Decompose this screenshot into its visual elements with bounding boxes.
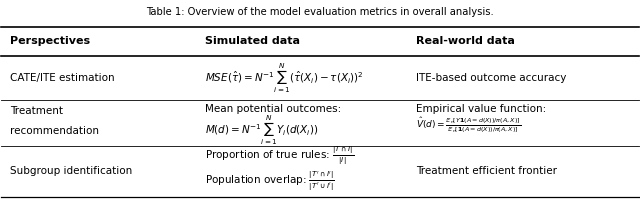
Text: $MSE(\hat{\tau}) = N^{-1}\sum_{i=1}^{N}(\hat{\tau}(X_i) - \tau(X_i))^2$: $MSE(\hat{\tau}) = N^{-1}\sum_{i=1}^{N}(… <box>205 62 364 95</box>
Text: Mean potential outcomes:: Mean potential outcomes: <box>205 104 341 114</box>
Text: CATE/ITE estimation: CATE/ITE estimation <box>10 73 115 83</box>
Text: Subgroup identification: Subgroup identification <box>10 166 132 176</box>
Text: Table 1: Overview of the model evaluation metrics in overall analysis.: Table 1: Overview of the model evaluatio… <box>146 7 494 17</box>
Text: Simulated data: Simulated data <box>205 36 300 46</box>
Text: ITE-based outcome accuracy: ITE-based outcome accuracy <box>416 73 566 83</box>
Text: Treatment efficient frontier: Treatment efficient frontier <box>416 166 557 176</box>
Text: $M(d) = N^{-1}\sum_{i=1}^{N} Y_i(d(X_i))$: $M(d) = N^{-1}\sum_{i=1}^{N} Y_i(d(X_i))… <box>205 114 319 147</box>
Text: Empirical value function:: Empirical value function: <box>416 104 546 114</box>
Text: Population overlap: $\frac{|T'\cap I'|}{|T'\cup I'|}$: Population overlap: $\frac{|T'\cap I'|}{… <box>205 170 335 193</box>
Text: recommendation: recommendation <box>10 126 99 136</box>
Text: Proportion of true rules: $\frac{|T\cap I|}{|I|}$: Proportion of true rules: $\frac{|T\cap … <box>205 144 354 167</box>
Text: Perspectives: Perspectives <box>10 36 90 46</box>
Text: Treatment: Treatment <box>10 106 63 116</box>
Text: Real-world data: Real-world data <box>416 36 515 46</box>
Text: $\hat{V}(d) = \frac{\mathbb{E}_n[Y\mathbf{1}(A{=}d(X))/\pi(A,X)]}{\mathbb{E}_n[\: $\hat{V}(d) = \frac{\mathbb{E}_n[Y\mathb… <box>416 115 521 135</box>
